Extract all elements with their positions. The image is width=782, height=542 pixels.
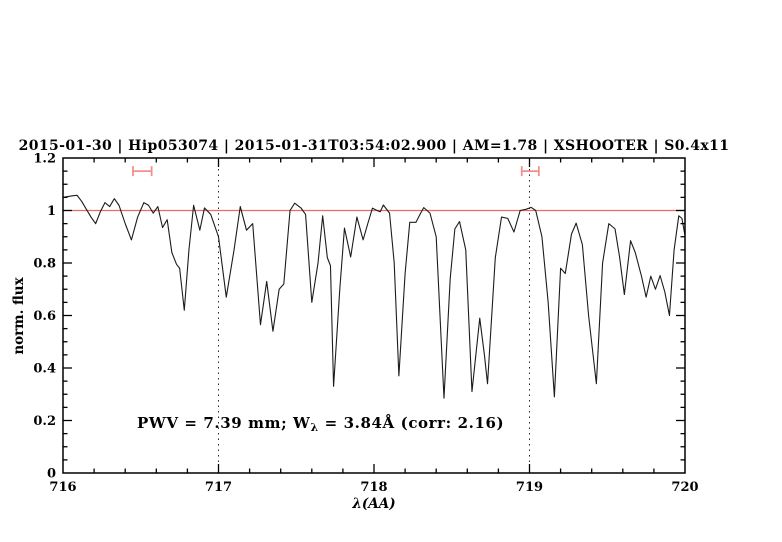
y-tick-label: 1	[47, 204, 56, 219]
plot-title: 2015-01-30 | Hip053074 | 2015-01-31T03:5…	[19, 138, 730, 154]
pwv-annotation-suffix: = 3.84Å (corr: 2.16)	[319, 414, 504, 432]
pwv-annotation-subscript: λ	[310, 421, 318, 434]
x-tick-label: 716	[49, 480, 76, 495]
pwv-annotation-prefix: PWV = 7.39 mm; W	[137, 414, 311, 432]
errorbar-marker	[520, 166, 540, 177]
y-tick-label: 0.2	[33, 414, 56, 429]
axes-frame-layer	[62, 157, 686, 474]
y-tick-label: 0.4	[33, 362, 56, 377]
y-tick-label: 0.8	[33, 257, 56, 272]
y-axis-label: norm. flux	[11, 276, 27, 354]
x-tick-label: 720	[671, 480, 698, 495]
spectrum-line	[62, 194, 686, 399]
x-tick-label: 718	[360, 480, 387, 495]
spectrum-curve-layer	[62, 194, 686, 399]
tick-labels-layer: 716 717 718 719 720 0 0.2 0.4 0.6 0.8 1 1.2	[33, 152, 698, 496]
y-tick-label: 0.6	[33, 309, 56, 324]
reference-lines-layer	[63, 158, 685, 473]
y-tick-label: 1.2	[33, 152, 56, 167]
x-tick-label: 719	[516, 480, 543, 495]
y-tick-label: 0	[47, 467, 56, 482]
errorbar-marker	[132, 166, 153, 177]
pwv-annotation: PWV = 7.39 mm; Wλ = 3.84Å (corr: 2.16)	[137, 414, 504, 434]
x-axis-label: λ(AA)	[351, 496, 395, 512]
x-tick-label: 717	[205, 480, 232, 495]
